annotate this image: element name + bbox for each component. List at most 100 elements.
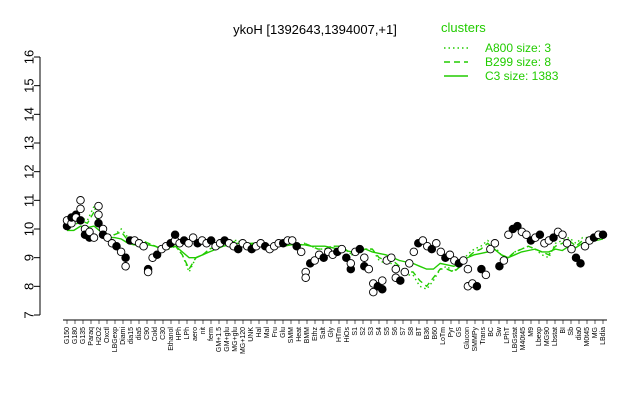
- data-point: [337, 244, 347, 254]
- x-tick-label: SMM: [288, 327, 295, 344]
- x-tick-label: C90: [144, 327, 151, 340]
- data-point: [427, 244, 437, 254]
- data-point: [170, 230, 180, 239]
- data-point: [391, 264, 401, 274]
- x-tick-label: S2: [360, 327, 367, 336]
- x-tick-label: G180: [72, 327, 79, 344]
- data-point: [571, 253, 581, 262]
- data-point: [296, 247, 306, 257]
- data-point: [342, 253, 351, 262]
- data-point: [116, 247, 126, 257]
- data-point: [360, 253, 369, 262]
- data-point: [513, 221, 522, 231]
- x-tick-label: Lbstat: [552, 327, 559, 346]
- x-tick-label: HiOs: [344, 327, 351, 343]
- x-tick-label: Salt: [320, 327, 327, 339]
- data-point: [94, 219, 103, 228]
- y-tick-label: 14: [21, 107, 36, 121]
- data-point: [562, 239, 572, 248]
- data-point: [94, 201, 103, 211]
- x-tick-label: dia15: [128, 327, 135, 344]
- legend: clusters A800 size: 3 B299 size: 8 C3 si…: [441, 20, 559, 83]
- x-tick-label: Heat: [296, 327, 303, 342]
- x-tick-label: M40t45: [520, 327, 527, 350]
- x-tick-label: M0t45: [584, 327, 591, 347]
- x-tick-label: Sw: [496, 326, 503, 337]
- data-point: [396, 276, 405, 285]
- data-points: [62, 196, 608, 297]
- x-tick-labels: G150 G180 G135 Paraq H2O2 Oxctl LBGexp Diami dia…: [64, 320, 607, 354]
- x-tick-label: M9: [528, 327, 535, 337]
- legend-label-a800: A800 size: 3: [485, 41, 551, 55]
- data-point: [490, 239, 500, 248]
- x-tick-label: BI: [560, 327, 567, 334]
- x-tick-label: Paraq: [88, 327, 95, 346]
- x-tick-label: B60: [432, 327, 439, 340]
- x-tick-label: HPh: [176, 327, 183, 341]
- x-tick-label: LoTm: [440, 327, 447, 345]
- x-tick-label: dia0: [576, 327, 583, 340]
- data-point: [535, 230, 545, 239]
- data-point: [522, 230, 531, 239]
- data-point: [89, 233, 99, 242]
- data-point: [233, 244, 243, 254]
- legend-label-b299: B299 size: 8: [485, 55, 551, 69]
- x-tick-label: Lbexp: [536, 327, 543, 346]
- x-tick-label: H2O2: [96, 327, 103, 345]
- x-tick-label: GM+1.5: [216, 327, 223, 352]
- x-tick-label: Mal: [264, 327, 271, 339]
- data-point: [576, 259, 585, 268]
- y-tick-label: 15: [21, 78, 36, 92]
- x-tick-label: Cold: [152, 327, 159, 342]
- data-point: [310, 256, 319, 265]
- data-point: [436, 247, 446, 257]
- data-point: [206, 236, 216, 245]
- x-tick-label: GS: [456, 327, 463, 337]
- x-tick-label: BT: [416, 326, 423, 336]
- x-tick-label: MG+glu: [232, 327, 239, 352]
- data-point: [139, 241, 148, 251]
- y-tick-label: 13: [21, 136, 36, 150]
- x-tick-label: Ethz: [312, 327, 319, 342]
- x-tick-label: LBGexp: [112, 327, 119, 352]
- data-point: [369, 287, 378, 297]
- legend-label-c3: C3 size: 1383: [485, 69, 559, 83]
- series-line-dotted: [66, 204, 603, 291]
- x-tick-label: BC: [488, 327, 495, 337]
- data-point: [499, 256, 509, 265]
- x-tick-label: Pyr: [448, 326, 455, 337]
- x-tick-label: Ethanol: [168, 327, 175, 351]
- data-point: [558, 230, 567, 239]
- x-tick-label: GM+glu: [224, 327, 231, 352]
- data-point: [549, 233, 558, 242]
- y-tick-label: 12: [21, 164, 36, 178]
- x-tick-label: C30: [160, 327, 167, 340]
- data-point: [378, 284, 387, 294]
- data-point: [76, 204, 85, 214]
- data-point: [598, 230, 608, 239]
- x-tick-label: B36: [424, 327, 431, 340]
- x-tick-label: G150: [64, 327, 71, 344]
- data-point: [152, 250, 162, 260]
- data-point: [378, 276, 387, 285]
- x-tick-label: Glu: [280, 327, 287, 338]
- data-point: [463, 264, 473, 274]
- data-point: [481, 270, 491, 280]
- x-tick-label: LPhT: [504, 326, 511, 343]
- chart-title: ykoH [1392643,1394007,+1]: [233, 22, 397, 37]
- x-tick-label: S8: [408, 327, 415, 336]
- data-point: [472, 282, 482, 291]
- x-tick-label: SMMPy: [472, 327, 479, 352]
- x-tick-label: S7: [400, 327, 407, 336]
- x-tick-label: BMM: [304, 327, 311, 344]
- x-tick-label: Diami: [120, 327, 127, 345]
- x-tick-label: UNK: [248, 327, 255, 342]
- x-tick-label: Glucon: [464, 327, 471, 349]
- x-tick-label: LBdia: [600, 327, 607, 345]
- data-point: [292, 241, 301, 251]
- data-point: [94, 210, 103, 219]
- data-point: [143, 267, 153, 277]
- data-point: [112, 241, 121, 251]
- data-point: [188, 233, 198, 242]
